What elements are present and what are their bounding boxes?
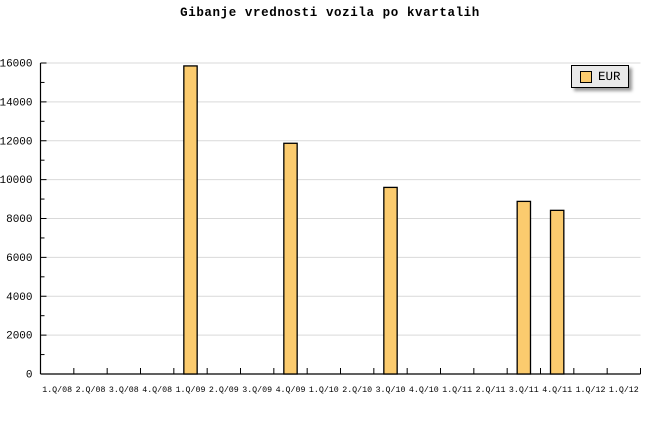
svg-text:3.Q/08: 3.Q/08: [109, 385, 139, 395]
svg-text:1.Q/12: 1.Q/12: [609, 385, 639, 395]
svg-text:3.Q/10: 3.Q/10: [376, 385, 406, 395]
svg-text:1.Q/12: 1.Q/12: [576, 385, 606, 395]
svg-text:2000: 2000: [6, 331, 32, 343]
svg-text:2.Q/08: 2.Q/08: [76, 385, 106, 395]
svg-text:2.Q/09: 2.Q/09: [209, 385, 239, 395]
svg-text:3.Q/11: 3.Q/11: [509, 385, 539, 395]
svg-text:4000: 4000: [6, 292, 32, 304]
svg-text:1.Q/10: 1.Q/10: [309, 385, 339, 395]
svg-text:1.Q/09: 1.Q/09: [176, 385, 206, 395]
svg-text:8000: 8000: [6, 214, 32, 226]
svg-text:4.Q/09: 4.Q/09: [276, 385, 306, 395]
svg-text:1.Q/11: 1.Q/11: [442, 385, 472, 395]
svg-text:2.Q/10: 2.Q/10: [342, 385, 372, 395]
svg-text:10000: 10000: [0, 175, 33, 187]
svg-text:4.Q/11: 4.Q/11: [542, 385, 572, 395]
svg-text:12000: 12000: [0, 136, 33, 148]
svg-text:14000: 14000: [0, 97, 33, 109]
svg-text:6000: 6000: [6, 253, 32, 265]
svg-text:4.Q/08: 4.Q/08: [142, 385, 172, 395]
svg-text:3.Q/09: 3.Q/09: [242, 385, 272, 395]
svg-text:1.Q/08: 1.Q/08: [42, 385, 72, 395]
svg-text:0: 0: [26, 370, 33, 382]
svg-text:4.Q/10: 4.Q/10: [409, 385, 439, 395]
svg-text:2.Q/11: 2.Q/11: [476, 385, 506, 395]
svg-text:16000: 16000: [0, 59, 33, 71]
